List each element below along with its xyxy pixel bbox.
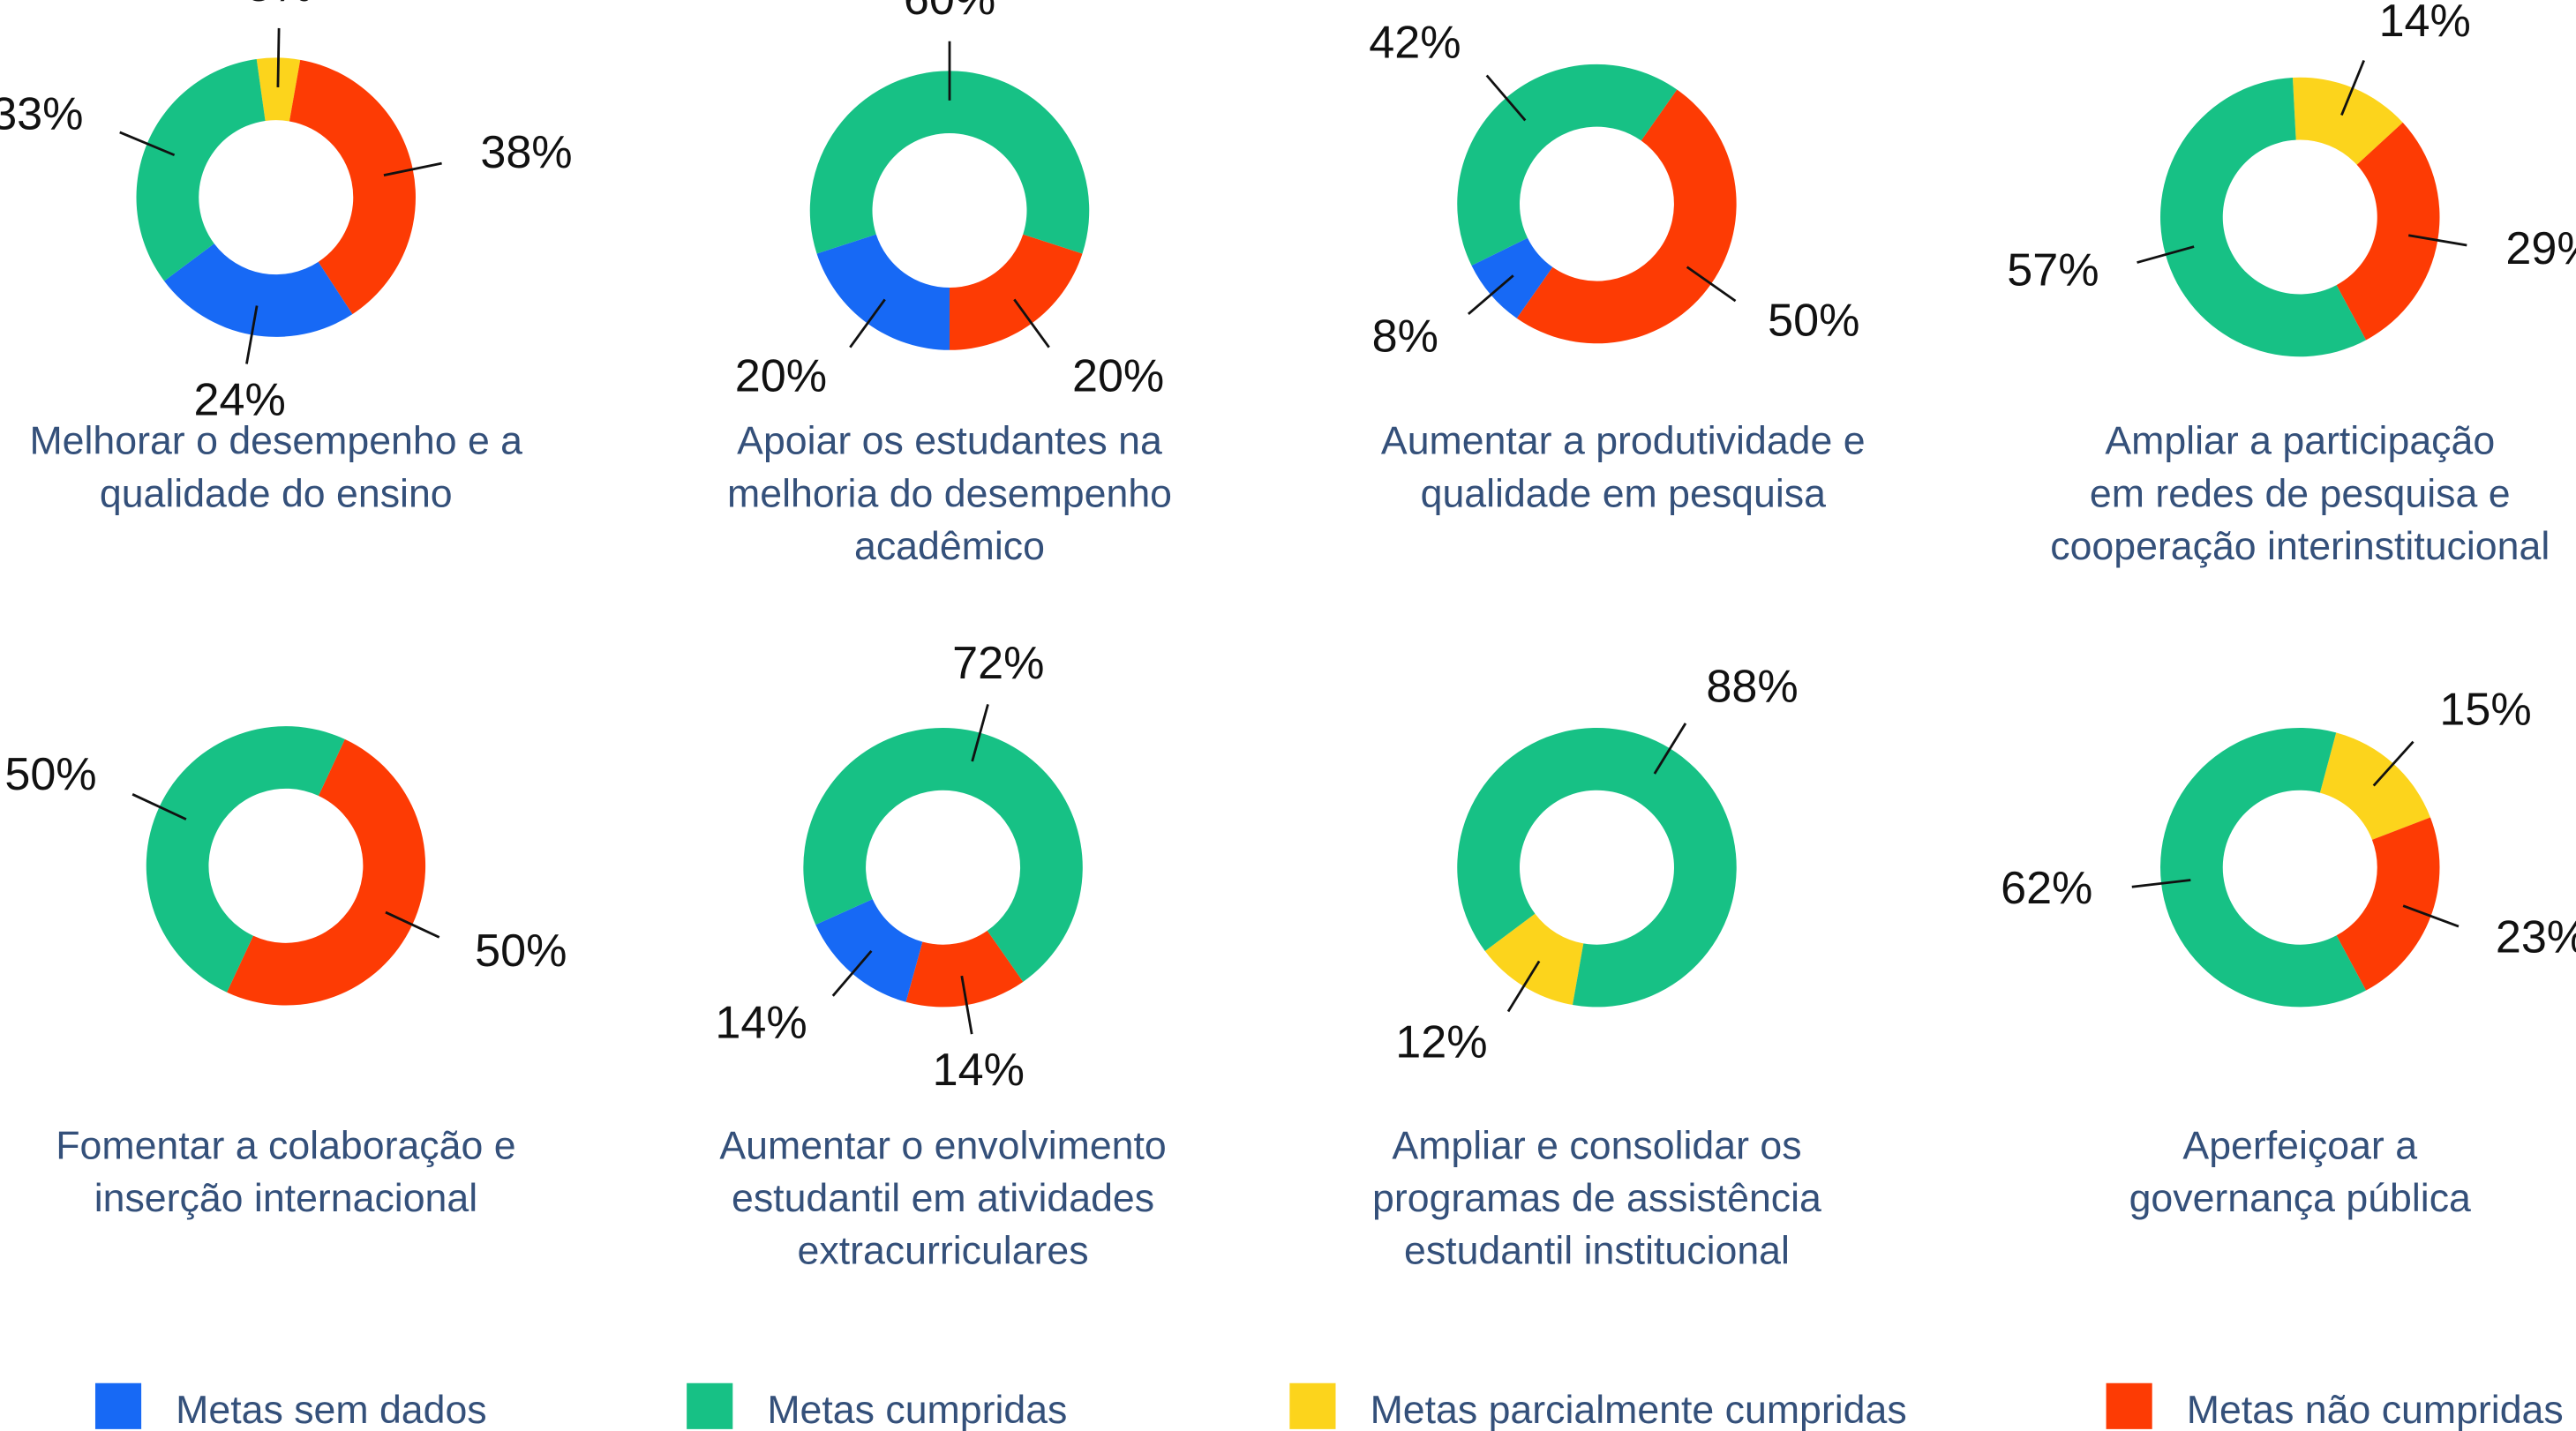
chart-title: Fomentar a colaboração e <box>56 1124 515 1167</box>
donut-slice <box>905 930 1024 1008</box>
leader-line <box>1653 723 1687 775</box>
legend-swatch <box>687 1382 733 1429</box>
leader-line <box>2137 245 2195 264</box>
legend-label: Metas parcialmente cumpridas <box>1371 1389 1907 1431</box>
leader-line <box>276 27 281 87</box>
donut-slice <box>803 727 1083 982</box>
value-label: 23% <box>2496 911 2576 963</box>
legend-swatch <box>2106 1382 2152 1429</box>
value-label: 12% <box>1395 1016 1487 1068</box>
chart-title: Ampliar e consolidar os <box>1392 1124 1801 1167</box>
leader-line <box>131 793 187 820</box>
value-label: 15% <box>2439 684 2531 735</box>
chart-title: Ampliar a participação <box>2105 420 2495 463</box>
chart-title: Aperfeiçoar a <box>2182 1124 2417 1167</box>
donut-slice <box>2336 122 2440 341</box>
leader-line <box>383 161 442 176</box>
donut-slice <box>816 234 950 350</box>
value-label: 20% <box>1072 351 1164 402</box>
value-label: 60% <box>904 0 995 25</box>
chart-title: qualidade em pesquisa <box>1421 472 1826 515</box>
donut-slice <box>136 58 266 281</box>
legend-label: Metas não cumpridas <box>2187 1389 2564 1431</box>
chart-title: cooperação interinstitucional <box>2050 525 2550 568</box>
leader-line <box>2372 740 2415 787</box>
donut-slice <box>2319 732 2430 840</box>
chart-title: inserção internacional <box>94 1177 477 1220</box>
value-label: 72% <box>952 638 1044 689</box>
chart-title: programas de assistência <box>1372 1177 1821 1220</box>
chart-title: estudantil institucional <box>1404 1229 1790 1272</box>
value-label: 14% <box>715 997 807 1048</box>
donut-slice <box>227 738 426 1006</box>
leader-line <box>1686 266 1737 303</box>
value-label: 50% <box>4 749 96 800</box>
chart-title: melhoria do desempenho <box>727 472 1172 515</box>
value-label: 57% <box>2007 244 2099 296</box>
chart-title: Apoiar os estudantes na <box>737 420 1162 463</box>
value-label: 29% <box>2505 223 2576 274</box>
chart-title: em redes de pesquisa e <box>2090 472 2511 515</box>
leader-line <box>245 305 259 364</box>
value-label: 14% <box>933 1045 1025 1096</box>
chart-title: qualidade do ensino <box>100 472 453 515</box>
chart-title: Melhorar o desempenho e a <box>29 420 522 463</box>
leader-line <box>831 949 873 997</box>
donut-slice <box>809 71 1090 254</box>
legend-label: Metas cumpridas <box>767 1389 1067 1431</box>
value-label: 88% <box>1706 662 1798 713</box>
leader-line <box>1013 298 1050 348</box>
chart-title: estudantil em atividades <box>732 1177 1154 1220</box>
leader-line <box>2131 879 2191 888</box>
donut-slice <box>1516 89 1737 344</box>
value-label: 14% <box>2379 0 2471 47</box>
chart-title: governança pública <box>2129 1177 2471 1220</box>
donut-slice <box>2292 77 2403 165</box>
value-label: 38% <box>480 127 572 178</box>
value-label: 8% <box>1372 311 1438 363</box>
value-label: 42% <box>1369 17 1461 68</box>
donut-slice <box>1457 64 1678 266</box>
chart-title: extracurriculares <box>798 1229 1089 1272</box>
value-label: 50% <box>475 925 567 977</box>
leader-line <box>960 975 973 1035</box>
donut-slice <box>815 899 923 1002</box>
legend-label: Metas sem dados <box>176 1389 486 1431</box>
leader-line <box>2402 904 2460 928</box>
value-label: 24% <box>194 374 286 425</box>
value-label: 33% <box>0 89 83 140</box>
donut-slice <box>2336 817 2440 991</box>
legend-swatch <box>1289 1382 1336 1429</box>
donut-slice <box>1457 727 1737 1008</box>
value-label: 50% <box>1768 295 1859 346</box>
leader-line <box>385 910 440 939</box>
donut-slice <box>2160 727 2367 1008</box>
leader-line <box>2407 234 2467 247</box>
donut-slice <box>146 726 345 993</box>
leader-line <box>2340 59 2365 116</box>
donut-slice <box>2160 77 2367 357</box>
donut-slice <box>1484 913 1584 1006</box>
value-label: 5% <box>246 0 312 11</box>
leader-line <box>1506 960 1541 1013</box>
chart-title: Aumentar o envolvimento <box>719 1124 1166 1167</box>
value-label: 62% <box>2001 863 2092 914</box>
leader-line <box>971 703 989 762</box>
leader-line <box>849 298 886 348</box>
leader-line <box>1485 74 1527 122</box>
donut-slice <box>289 59 416 315</box>
leader-line <box>1467 274 1514 315</box>
leader-line <box>119 131 176 157</box>
donut-slice <box>256 57 301 122</box>
donut-slice <box>950 234 1083 350</box>
chart-title: acadêmico <box>854 525 1045 568</box>
donut-slice <box>164 243 353 337</box>
chart-title: Aumentar a produtividade e <box>1381 420 1866 463</box>
value-label: 20% <box>735 351 827 402</box>
legend-swatch <box>94 1382 142 1429</box>
